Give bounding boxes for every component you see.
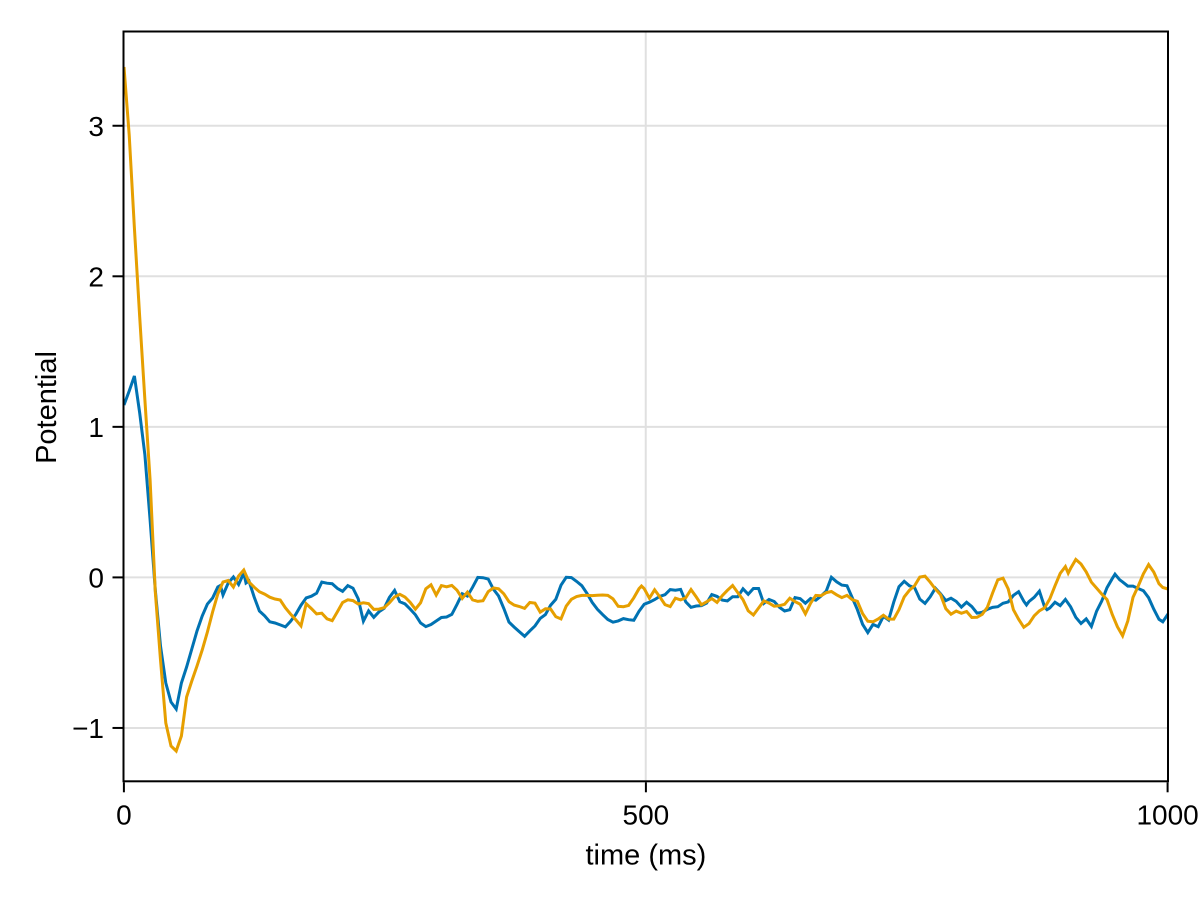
svg-text:2: 2 <box>88 262 104 293</box>
svg-text:1: 1 <box>88 412 104 443</box>
svg-text:Potential: Potential <box>31 351 63 464</box>
svg-text:time (ms): time (ms) <box>585 840 706 872</box>
svg-text:0: 0 <box>88 563 104 594</box>
svg-text:3: 3 <box>88 111 104 142</box>
svg-text:1000: 1000 <box>1136 800 1198 831</box>
svg-text:0: 0 <box>116 800 132 831</box>
svg-text:−1: −1 <box>72 713 104 744</box>
svg-text:500: 500 <box>623 800 670 831</box>
